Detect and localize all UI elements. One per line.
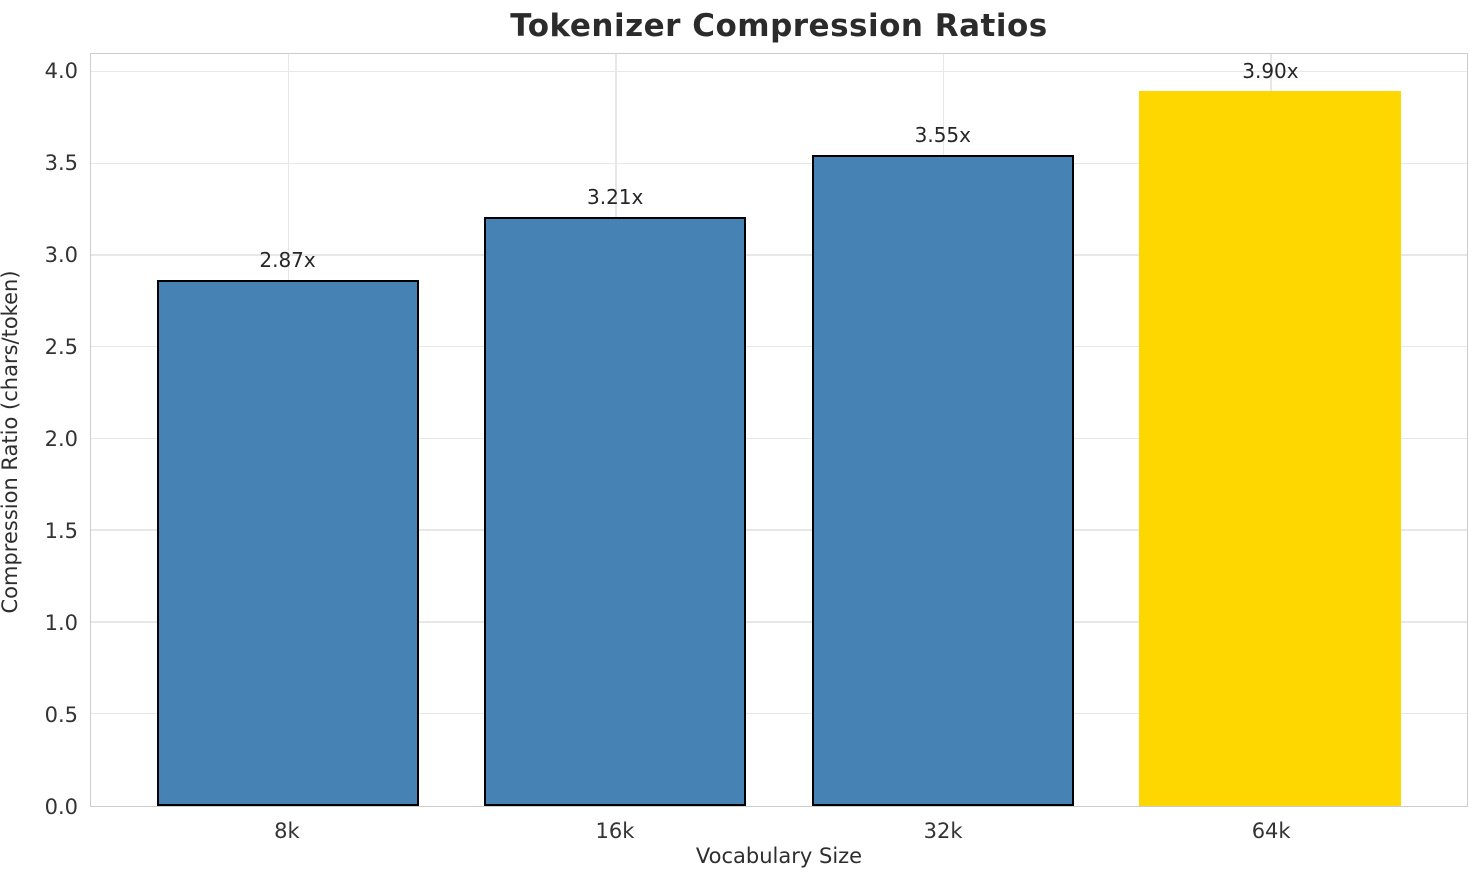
bar-32k [811,154,1074,806]
y-tick-label: 0.5 [44,703,78,728]
gridline-horizontal [91,437,1467,440]
y-tick-label: 2.0 [44,427,78,452]
bar-value-label: 3.55x [914,122,971,147]
gridline-horizontal [91,254,1467,256]
gridline-horizontal [91,70,1467,73]
x-axis-label: Vocabulary Size [695,844,863,868]
plot-area: 2.87x 3.21x 3.55x 3.90x [90,53,1468,807]
y-tick-label: 4.0 [44,59,78,84]
gridline-horizontal [91,712,1467,715]
y-tick-label: 1.5 [44,519,78,544]
bar-64k [1139,90,1402,806]
x-tick-label: 64k [1251,819,1291,843]
y-tick-label: 3.0 [44,243,78,268]
y-tick-label: 0.0 [44,795,78,819]
gridline-horizontal [91,621,1467,623]
bar-value-label: 3.21x [587,185,644,210]
x-tick-label: 8k [274,819,300,843]
y-tick-label: 3.5 [44,151,78,176]
bar-16k [484,217,747,806]
gridline-horizontal [91,529,1467,531]
y-tick-label: 2.5 [44,335,78,360]
bar-value-label: 3.90x [1242,58,1299,83]
x-tick-label: 16k [595,819,635,843]
bar-value-label: 2.87x [259,247,316,272]
y-tick-label: 1.0 [44,611,78,636]
x-tick-label: 32k [923,819,963,843]
chart-title: Tokenizer Compression Ratios [510,8,1048,44]
bar-8k [156,279,419,806]
gridline-horizontal [91,345,1467,348]
gridline-horizontal [91,162,1467,165]
